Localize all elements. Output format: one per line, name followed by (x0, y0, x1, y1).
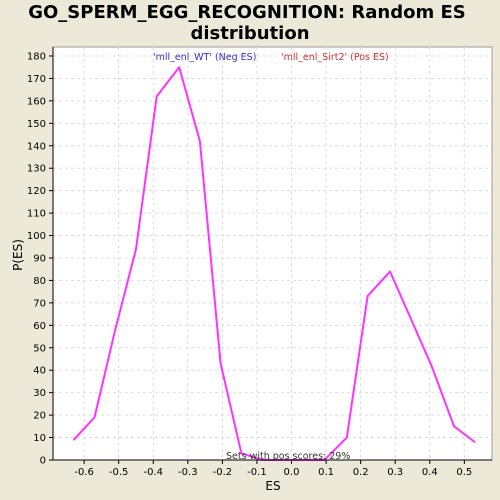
plot-area (52, 46, 493, 461)
y-tick-label: 20 (33, 411, 46, 422)
data-point (453, 425, 455, 428)
y-tick-label: 90 (33, 253, 46, 264)
y-axis-label: P(ES) (11, 239, 25, 271)
data-point (389, 270, 391, 273)
legend-pos-es: 'mll_enl_Sirt2' (Pos ES) (281, 52, 389, 63)
x-axis-ticks: -0.6 -0.5 -0.4 -0.3 -0.2 -0.1 0.0 0.1 0.2 0.3 0.4 0… (74, 460, 472, 478)
legend-neg-es: 'mll_enl_WT' (Neg ES) (153, 52, 256, 63)
data-point (155, 95, 158, 98)
y-tick-label: 80 (33, 276, 46, 287)
y-tick-label: 180 (27, 51, 46, 62)
y-tick-label: 100 (27, 231, 46, 242)
y-tick-label: 50 (33, 343, 46, 354)
y-tick-label: 10 (33, 433, 46, 444)
x-tick-label: -0.4 (143, 467, 163, 478)
x-tick-label: -0.5 (109, 467, 129, 478)
data-point (409, 317, 412, 320)
x-tick-label: 0.1 (318, 467, 334, 478)
y-tick-label: 30 (33, 388, 46, 399)
x-tick-label: 0.0 (284, 467, 300, 478)
data-point (114, 329, 117, 331)
y-tick-label: 0 (40, 456, 46, 467)
data-point (199, 140, 201, 143)
x-axis-label: ES (265, 479, 280, 493)
y-tick-label: 150 (27, 119, 46, 130)
x-tick-label: -0.6 (74, 467, 94, 478)
x-tick-label: -0.1 (247, 467, 267, 478)
data-point (178, 66, 180, 69)
pos-scores-annotation: Sets with pos scores: 29% (226, 451, 350, 462)
y-tick-label: 130 (27, 164, 46, 175)
chart-title-line1: GO_SPERM_EGG_RECOGNITION: Random ES (28, 2, 466, 23)
data-point (346, 436, 348, 439)
x-tick-label: -0.2 (213, 467, 233, 478)
data-point (240, 452, 243, 455)
y-tick-label: 120 (27, 186, 46, 197)
data-point (219, 362, 222, 365)
x-tick-label: -0.3 (178, 467, 198, 478)
x-tick-label: 0.3 (387, 467, 403, 478)
data-point (430, 364, 433, 367)
y-tick-label: 170 (27, 74, 46, 85)
x-tick-label: 0.2 (353, 467, 369, 478)
data-point (72, 438, 75, 441)
data-point (366, 295, 369, 297)
y-tick-label: 60 (33, 321, 46, 332)
y-axis-ticks: 0 10 20 30 40 50 60 70 80 90 100 110 120 130 140 150 160… (27, 51, 53, 467)
data-point (473, 441, 476, 443)
y-tick-label: 70 (33, 298, 46, 309)
data-point (93, 416, 96, 419)
y-tick-label: 160 (27, 96, 46, 107)
x-tick-label: 0.5 (456, 467, 472, 478)
y-tick-label: 140 (27, 141, 46, 152)
chart-title-line2: distribution (190, 23, 309, 44)
y-tick-label: 110 (27, 209, 46, 220)
x-tick-label: 0.4 (422, 467, 438, 478)
data-point (135, 248, 137, 250)
y-tick-label: 40 (33, 366, 46, 377)
